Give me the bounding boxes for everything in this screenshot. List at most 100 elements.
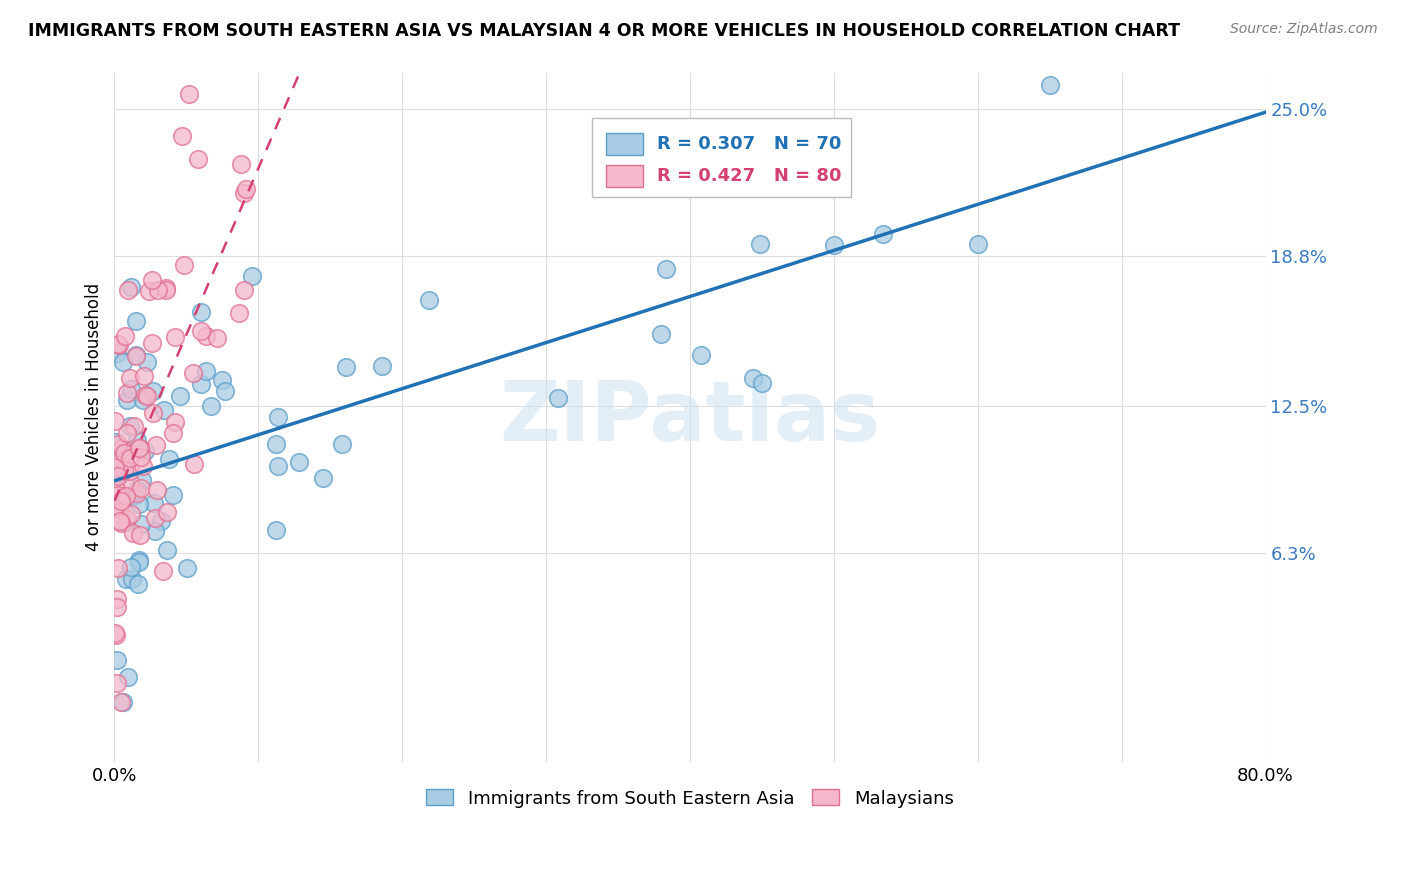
Point — [741, 370, 763, 384]
Point — [145, 483, 167, 497]
Point — [129, 517, 152, 532]
Point — [264, 437, 287, 451]
Point — [145, 438, 167, 452]
Point — [115, 425, 138, 440]
Point — [138, 285, 160, 299]
Point — [128, 441, 150, 455]
Point — [735, 161, 758, 176]
Text: R = 0.427   N = 80: R = 0.427 N = 80 — [657, 168, 841, 186]
Point — [104, 458, 127, 472]
Point — [111, 355, 134, 369]
Point — [127, 576, 149, 591]
Point — [214, 384, 236, 398]
Point — [163, 415, 186, 429]
Text: R = 0.307   N = 70: R = 0.307 N = 70 — [657, 135, 841, 153]
Point — [136, 389, 159, 403]
Point — [104, 460, 127, 475]
Point — [111, 442, 134, 456]
Point — [143, 496, 166, 510]
Point — [129, 528, 152, 542]
Point — [107, 489, 129, 503]
Point — [105, 346, 128, 360]
Point — [240, 269, 263, 284]
Point — [211, 374, 233, 388]
Point — [162, 488, 184, 502]
Text: ZIPatlas: ZIPatlas — [499, 377, 880, 458]
Point — [107, 437, 129, 451]
Point — [149, 514, 172, 528]
Point — [190, 377, 212, 392]
Point — [157, 451, 180, 466]
Point — [232, 186, 254, 200]
Point — [129, 482, 152, 496]
Point — [235, 182, 257, 196]
Point — [112, 489, 135, 503]
FancyBboxPatch shape — [606, 165, 643, 187]
Point — [125, 483, 148, 498]
Point — [418, 293, 440, 308]
Point — [148, 284, 170, 298]
Point — [104, 414, 127, 428]
Point — [112, 695, 135, 709]
Point — [330, 437, 353, 451]
Text: Source: ZipAtlas.com: Source: ZipAtlas.com — [1230, 22, 1378, 37]
Point — [205, 331, 228, 345]
Point — [1039, 78, 1062, 92]
Point — [105, 676, 128, 690]
Point — [547, 392, 569, 406]
Point — [105, 600, 128, 615]
Point — [162, 425, 184, 440]
Legend: Immigrants from South Eastern Asia, Malaysians: Immigrants from South Eastern Asia, Mala… — [419, 782, 960, 814]
Point — [120, 451, 142, 466]
Point — [134, 388, 156, 402]
Point — [108, 514, 131, 528]
Point — [966, 236, 988, 251]
Point — [112, 463, 135, 477]
Point — [823, 238, 845, 252]
Point — [156, 543, 179, 558]
Point — [232, 283, 254, 297]
Point — [142, 384, 165, 399]
Point — [335, 359, 357, 374]
Point — [689, 348, 711, 362]
Point — [107, 336, 129, 351]
Point — [128, 555, 150, 569]
Point — [141, 273, 163, 287]
Point — [155, 281, 177, 295]
Point — [267, 459, 290, 474]
Point — [124, 419, 146, 434]
Point — [107, 338, 129, 352]
Point — [107, 561, 129, 575]
Point — [134, 443, 156, 458]
Point — [872, 227, 894, 241]
Point — [155, 283, 177, 297]
Point — [120, 464, 142, 478]
Point — [127, 486, 149, 500]
Point — [655, 262, 678, 277]
Point — [312, 470, 335, 484]
Point — [195, 328, 218, 343]
Point — [118, 370, 141, 384]
Point — [172, 128, 194, 143]
Point — [141, 336, 163, 351]
Point — [110, 508, 132, 523]
Point — [110, 500, 132, 515]
Text: IMMIGRANTS FROM SOUTH EASTERN ASIA VS MALAYSIAN 4 OR MORE VEHICLES IN HOUSEHOLD : IMMIGRANTS FROM SOUTH EASTERN ASIA VS MA… — [28, 22, 1180, 40]
Point — [111, 443, 134, 458]
Point — [107, 468, 129, 483]
Point — [104, 482, 127, 496]
Point — [177, 87, 200, 101]
Point — [127, 434, 149, 448]
Point — [169, 389, 191, 403]
Point — [110, 695, 132, 709]
Point — [190, 304, 212, 318]
Point — [117, 385, 139, 400]
Point — [120, 559, 142, 574]
Point — [288, 455, 311, 469]
Point — [128, 497, 150, 511]
Point — [650, 326, 672, 341]
Point — [132, 369, 155, 384]
Point — [122, 526, 145, 541]
Point — [132, 458, 155, 473]
Point — [115, 512, 138, 526]
